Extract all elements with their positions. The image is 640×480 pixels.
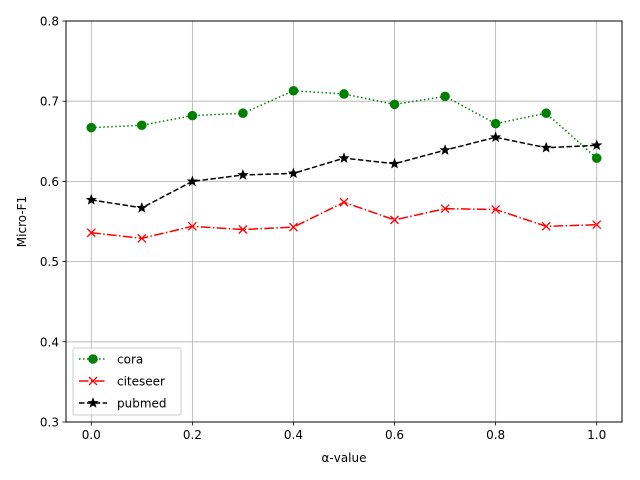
x-tick-label: 0.8 (486, 428, 505, 442)
pubmed-point (287, 167, 300, 179)
y-tick-label: 0.5 (40, 255, 59, 269)
y-tick-label: 0.3 (40, 416, 59, 430)
x-tick-label: 0.0 (82, 428, 101, 442)
legend-citeseer-label: citeseer (117, 375, 165, 389)
cora-point (490, 118, 501, 129)
citeseer-point (86, 228, 96, 238)
plot-frame (65, 20, 623, 423)
cora-point (238, 108, 248, 119)
legend-cora-marker (88, 354, 98, 364)
legend-pubmed-label: pubmed (117, 397, 167, 411)
pubmed-point (136, 202, 148, 213)
citeseer-point (491, 205, 501, 214)
cora-point (86, 122, 97, 133)
legend-cora-label: cora (117, 353, 143, 367)
citeseer-point (541, 221, 551, 231)
pubmed-point (85, 193, 97, 205)
citeseer-point (390, 215, 400, 225)
pubmed-point (237, 169, 249, 180)
y-tick-label: 0.6 (40, 175, 59, 189)
pubmed-point (439, 144, 451, 155)
y-axis: 0.3 0.4 0.5 0.6 0.7 0.8 (40, 15, 66, 430)
x-axis: 0.0 0.2 0.4 0.6 0.8 1.0 (82, 422, 606, 442)
pubmed-point (388, 157, 401, 169)
y-tick-label: 0.7 (40, 95, 59, 109)
pubmed-point (338, 152, 350, 163)
cora-point (187, 110, 198, 121)
citeseer-point (440, 204, 450, 214)
cora-point (339, 89, 349, 99)
citeseer-point (592, 220, 602, 230)
pubmed-point (490, 131, 502, 143)
citeseer-point (187, 221, 197, 231)
citeseer-point (137, 233, 147, 243)
citeseer-point (339, 197, 349, 207)
citeseer-point (238, 225, 248, 234)
citeseer-point (288, 222, 298, 232)
x-axis-label: α-value (321, 451, 366, 465)
pubmed-point (186, 175, 198, 187)
cora-point (591, 153, 602, 163)
y-axis-label: Micro-F1 (15, 196, 29, 247)
x-tick-label: 0.4 (284, 428, 303, 442)
legend-pubmed-marker (87, 397, 99, 408)
x-tick-label: 1.0 (587, 428, 606, 442)
pubmed-point (591, 139, 603, 151)
y-tick-label: 0.4 (40, 335, 59, 349)
cora-point (137, 120, 147, 131)
legend-citeseer-marker (88, 376, 98, 386)
series-markers (85, 85, 603, 243)
cora-line (91, 90, 598, 159)
y-tick-label: 0.8 (40, 15, 59, 29)
legend-box (72, 347, 182, 416)
cora-point (541, 108, 551, 119)
cora-point (440, 91, 450, 102)
pubmed-point (540, 141, 552, 153)
cora-point (389, 99, 400, 110)
x-tick-label: 0.2 (183, 428, 202, 442)
x-tick-label: 0.6 (385, 428, 404, 442)
cora-point (288, 85, 299, 96)
legend: cora citeseer pubmed (72, 347, 182, 416)
